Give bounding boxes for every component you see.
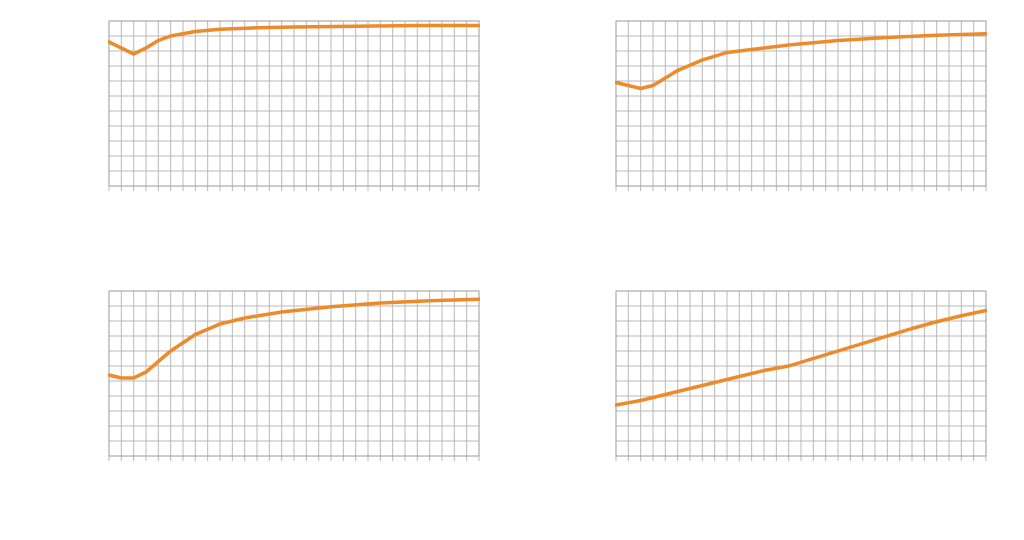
line-chart-bottom-right xyxy=(615,290,987,462)
chart-cell-top-left xyxy=(0,0,512,270)
line-chart-top-right xyxy=(615,20,987,192)
line-chart-top-left xyxy=(108,20,480,192)
line-chart-bottom-left xyxy=(108,290,480,462)
chart-cell-bottom-right xyxy=(512,270,1024,540)
charts-grid xyxy=(0,0,1024,540)
chart-cell-top-right xyxy=(512,0,1024,270)
chart-cell-bottom-left xyxy=(0,270,512,540)
